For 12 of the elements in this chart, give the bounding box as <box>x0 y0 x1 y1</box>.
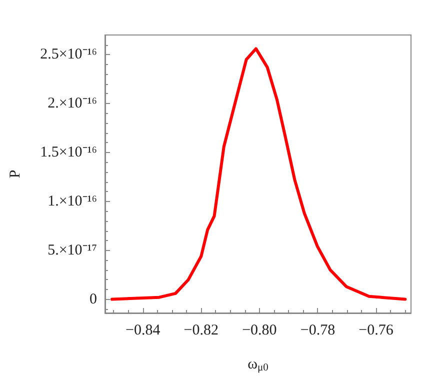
y-tick-label: 5.×10⁻¹⁷ <box>48 242 97 258</box>
y-tick-label: 2.×10⁻¹⁶ <box>48 96 97 112</box>
x-tick-label: −0.80 <box>242 322 277 338</box>
y-tick-label: 0 <box>90 291 97 308</box>
x-tick-label: −0.78 <box>300 322 336 338</box>
x-tick-label: −0.82 <box>184 322 219 338</box>
y-axis-title: P <box>8 170 24 178</box>
x-tick-label: −0.76 <box>358 322 394 338</box>
y-tick-label: 1.5×10⁻¹⁶ <box>40 144 97 160</box>
y-tick-label: 1.×10⁻¹⁶ <box>48 193 97 210</box>
x-tick-label: −0.84 <box>126 322 161 338</box>
y-tick-label: 2.5×10⁻¹⁶ <box>40 46 97 63</box>
